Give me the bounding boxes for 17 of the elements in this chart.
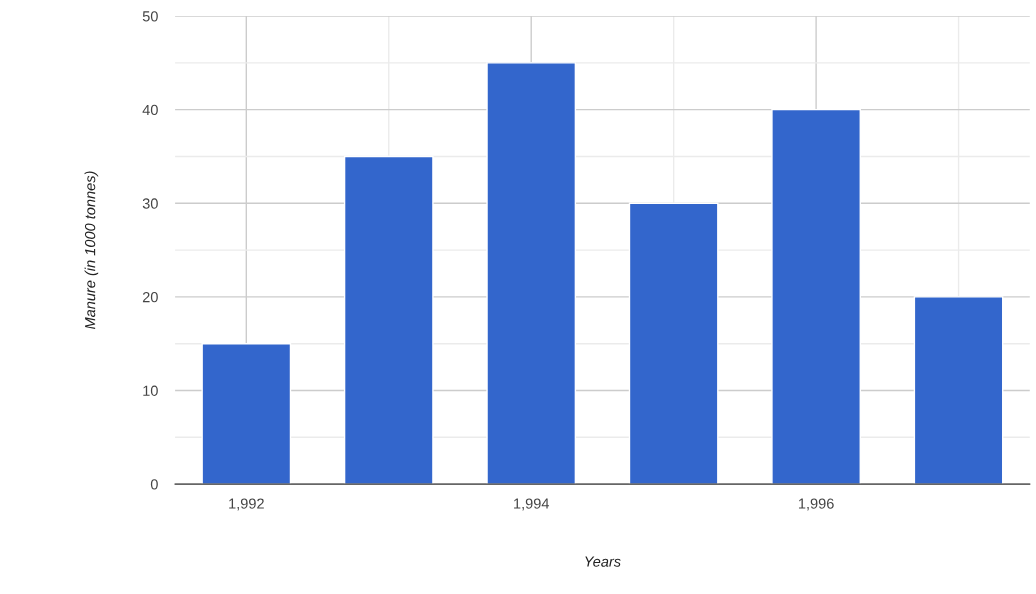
- bar: [913, 296, 1004, 485]
- bar: [343, 155, 434, 485]
- y-tick-label: 0: [150, 479, 158, 490]
- x-tick-label: 1,992: [229, 498, 264, 511]
- y-axis-title: Manure (in 1000 tonnes): [84, 171, 99, 330]
- y-tick-label: 20: [142, 291, 158, 303]
- bar: [771, 108, 861, 485]
- bar: [201, 342, 292, 485]
- x-axis-title: Years: [585, 556, 621, 567]
- bar: [486, 62, 577, 485]
- y-tick-label: 40: [142, 104, 158, 116]
- y-tick-label: 10: [143, 385, 158, 396]
- bar: [628, 202, 719, 485]
- y-tick-label: 30: [142, 198, 158, 209]
- y-tick-label: 50: [142, 11, 158, 22]
- x-tick-label: 1,996: [798, 498, 834, 511]
- x-tick-label: 1,994: [514, 498, 550, 511]
